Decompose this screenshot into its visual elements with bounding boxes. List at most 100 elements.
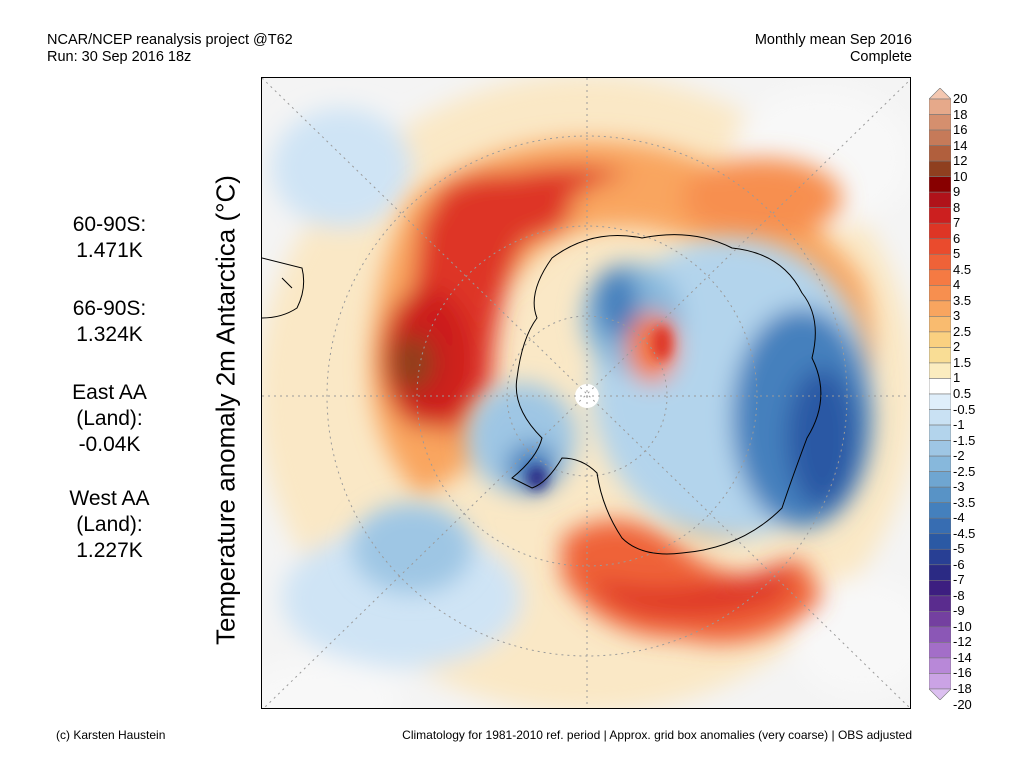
colorbar-swatch — [928, 222, 952, 240]
model-title: NCAR/NCEP reanalysis project @T62 — [47, 32, 293, 48]
colorbar-swatch — [928, 564, 952, 581]
stat-sublabel: (Land): — [76, 513, 143, 536]
colorbar-swatch — [928, 347, 952, 364]
colorbar-swatch — [928, 486, 952, 503]
colorbar-swatch — [928, 331, 952, 348]
stat-value: 1.227K — [76, 539, 143, 562]
colorbar-swatch — [928, 176, 952, 193]
colorbar-swatch — [928, 362, 952, 379]
colorbar-label: 7 — [953, 215, 961, 231]
colorbar-label: -3.5 — [953, 494, 976, 510]
colorbar-swatch — [928, 145, 952, 162]
run-time: Run: 30 Sep 2016 18z — [47, 49, 192, 65]
colorbar-swatch — [928, 191, 952, 208]
stat-value: 1.471K — [76, 239, 143, 262]
colorbar-swatch — [928, 300, 952, 317]
colorbar-label: 8 — [953, 199, 961, 215]
colorbar-swatch — [928, 98, 952, 115]
colorbar-label: 3.5 — [953, 292, 972, 308]
colorbar-swatch — [928, 533, 952, 550]
colorbar-swatch — [928, 424, 952, 441]
colorbar-label: -18 — [953, 681, 972, 696]
stat-66-90s: 66-90S: 1.324K — [62, 296, 157, 348]
colorbar-label: -4.5 — [953, 525, 976, 541]
colorbar-swatch — [928, 580, 952, 597]
colorbar-label: 0.5 — [953, 386, 972, 401]
colorbar-swatch — [928, 285, 952, 302]
stat-60-90s: 60-90S: 1.471K — [62, 212, 157, 264]
colorbar-swatch — [928, 269, 952, 286]
header-left: NCAR/NCEP reanalysis project @T62 Run: 3… — [47, 32, 293, 66]
colorbar-label: -14 — [953, 649, 972, 665]
colorbar-swatch — [928, 688, 952, 701]
stat-value: 1.324K — [76, 323, 143, 346]
colorbar-label: 4 — [953, 277, 961, 293]
stat-value: -0.04K — [78, 433, 141, 456]
colorbar-swatch — [928, 642, 952, 659]
colorbar-label: -9 — [953, 603, 965, 619]
colorbar-swatch — [928, 517, 952, 535]
colorbar-label: 18 — [953, 106, 968, 122]
stat-west-aa: West AA (Land): 1.227K — [62, 486, 157, 564]
colorbar-swatch — [928, 316, 952, 333]
colorbar — [928, 87, 952, 705]
stat-label: 66-90S: — [72, 297, 147, 320]
colorbar-swatch — [928, 455, 952, 472]
colorbar-swatch — [928, 471, 952, 488]
colorbar-label: -1 — [953, 417, 965, 433]
colorbar-swatch — [928, 207, 952, 224]
colorbar-swatch — [928, 87, 952, 100]
colorbar-label: -4 — [953, 510, 965, 526]
credit: (c) Karsten Haustein — [56, 728, 166, 742]
colorbar-swatch — [928, 657, 952, 674]
colorbar-swatch — [928, 114, 952, 131]
colorbar-label: 12 — [953, 153, 968, 169]
graticule — [262, 78, 910, 708]
colorbar-swatch — [928, 238, 952, 255]
colorbar-label: 9 — [953, 184, 961, 200]
colorbar-label: -2 — [953, 448, 965, 464]
antarctica-coastline — [511, 234, 822, 555]
map-canvas — [262, 78, 910, 708]
colorbar-label: -8 — [953, 587, 965, 603]
colorbar-label: 1.5 — [953, 354, 972, 370]
colorbar-label: -1.5 — [953, 432, 976, 448]
colorbar-swatch — [928, 253, 952, 271]
anomaly-field — [262, 78, 910, 708]
period-title: Monthly mean Sep 2016 — [754, 32, 912, 48]
stat-label: 60-90S: — [72, 213, 147, 236]
header-right: Monthly mean Sep 2016 Complete — [755, 32, 912, 66]
completeness-status: Complete — [849, 49, 912, 65]
colorbar-label: 20 — [953, 91, 968, 106]
colorbar-label: -16 — [953, 665, 972, 681]
colorbar-swatch — [928, 160, 952, 177]
stat-label: East AA — [72, 381, 147, 404]
colorbar-label: 10 — [953, 168, 968, 184]
stat-east-aa: East AA (Land): -0.04K — [62, 380, 157, 458]
colorbar-label: 3 — [953, 308, 961, 324]
colorbar-label: 6 — [953, 230, 961, 246]
colorbar-label: -7 — [953, 572, 965, 588]
colorbar-label: 2.5 — [953, 323, 972, 339]
colorbar-label: 16 — [953, 122, 968, 138]
colorbar-swatch — [928, 611, 952, 628]
colorbar-label: -0.5 — [953, 401, 976, 417]
colorbar-swatch — [928, 502, 952, 519]
colorbar-label: -12 — [953, 634, 972, 650]
anomaly-map — [261, 77, 911, 709]
colorbar-swatch — [928, 393, 952, 410]
colorbar-swatch — [928, 595, 952, 612]
south-america-coastline — [262, 257, 305, 319]
colorbar-label: -6 — [953, 556, 965, 572]
colorbar-label: -2.5 — [953, 463, 976, 479]
colorbar-swatch — [928, 440, 952, 457]
footnote: Climatology for 1981-2010 ref. period | … — [402, 728, 912, 742]
colorbar-label: -10 — [953, 618, 972, 634]
colorbar-swatch — [928, 409, 952, 426]
y-axis-label: Temperature anomaly 2m Antarctica (°C) — [210, 175, 241, 645]
colorbar-swatch — [928, 378, 952, 395]
stat-label: West AA — [69, 487, 150, 510]
colorbar-swatch — [928, 548, 952, 566]
colorbar-label: 14 — [953, 137, 968, 153]
colorbar-swatch — [928, 626, 952, 643]
